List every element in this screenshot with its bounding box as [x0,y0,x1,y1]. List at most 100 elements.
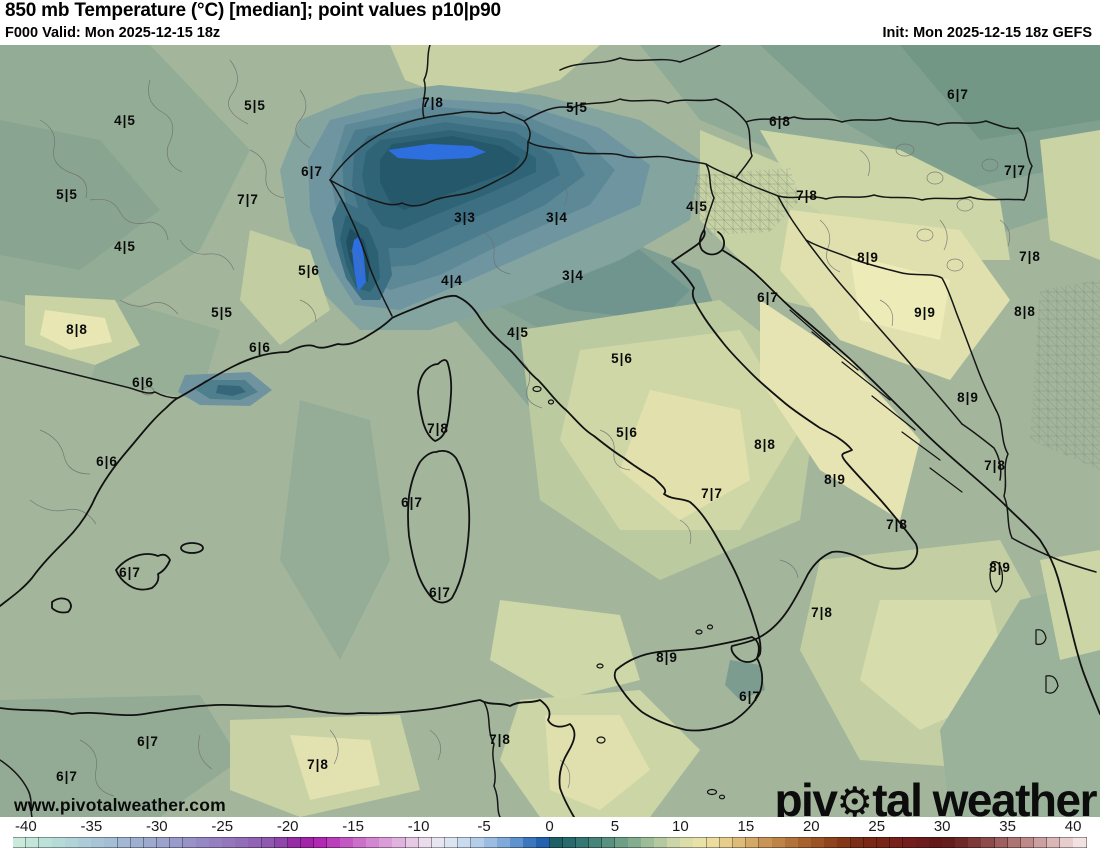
temperature-colorbar: -40 -35 -30 -25 -20 -15 -10 -5 0 5 10 15 20 25 30 35 40 [0,817,1100,850]
colorbar-cell [196,837,210,848]
temperature-field [0,45,1100,817]
colorbar-cell [523,837,537,848]
colorbar-cell [929,837,943,848]
colorbar-cell [470,837,485,848]
colorbar-cell [1046,837,1061,848]
point-value: 5|6 [611,350,633,366]
colorbar-cell [405,837,420,848]
colorbar-cell [549,837,564,848]
point-value: 8|9 [824,471,846,487]
colorbar-cell [1033,837,1048,848]
point-value: 4|5 [686,198,708,214]
colorbar-cell [497,837,511,848]
point-value: 5|5 [211,304,233,320]
colorbar-cell [484,837,498,848]
colorbar-cell [117,837,132,848]
colorbar-cell [248,837,262,848]
point-value: 5|5 [56,186,78,202]
colorbar-cell [968,837,982,848]
colorbar-tick-label: 5 [610,818,620,835]
colorbar-cell [130,837,145,848]
colorbar-cell [772,837,786,848]
colorbar-cell [837,837,852,848]
colorbar-cell [575,837,590,848]
point-value: 6|7 [401,494,423,510]
colorbar-cell [444,837,459,848]
point-value: 6|7 [757,289,779,305]
colorbar-tick-label: -10 [407,818,430,835]
colorbar-cell [78,837,92,848]
map-canvas [0,45,1100,817]
point-value: 5|5 [244,97,266,113]
colorbar-tick-label: -35 [80,818,103,835]
colorbar-cell [994,837,1009,848]
colorbar-tick-label: 20 [802,818,820,835]
point-value: 7|7 [1004,162,1026,178]
point-value: 6|7 [301,163,323,179]
point-value: 3|4 [562,267,584,283]
country-borders [0,45,1097,817]
valid-time-label: F000 Valid: Mon 2025-12-15 18z [5,25,221,41]
point-value: 8|8 [66,321,88,337]
colorbar-cell [379,837,393,848]
header: 850 mb Temperature (°C) [median]; point … [0,0,1100,45]
point-value: 6|6 [249,339,271,355]
colorbar-tick-label: -15 [342,818,364,835]
colorbar-cell [680,837,694,848]
point-value: 6|6 [96,453,118,469]
colorbar-cell [1060,837,1074,848]
page-title: 850 mb Temperature (°C) [median]; point … [5,0,501,21]
colorbar-cell [536,837,550,848]
coastlines [0,229,1100,817]
point-value: 6|7 [56,768,78,784]
point-value: 4|5 [114,238,136,254]
point-value: 8|9 [857,249,879,265]
point-value: 4|5 [507,324,529,340]
colorbar-cell [261,837,276,848]
colorbar-tick-label: -40 [15,818,37,835]
point-value: 7|8 [422,94,444,110]
point-value: 8|9 [656,649,678,665]
point-value: 4|5 [114,112,136,128]
watermark-url: www.pivotalweather.com [14,795,226,815]
logo-text-pre: piv [774,774,837,818]
point-value: 7|8 [307,756,329,772]
colorbar-tick-label: 10 [672,818,689,835]
colorbar-cell [955,837,969,848]
point-value: 5|5 [566,99,588,115]
point-value: 4|4 [441,272,463,288]
colorbar-tick-label: 40 [1064,818,1082,835]
point-value: 7|8 [886,516,908,532]
point-value: 8|9 [989,559,1011,575]
point-value: 6|7 [119,564,141,580]
colorbar-cell [104,837,119,848]
point-value: 8|9 [957,389,979,405]
colorbar-cell [353,837,367,848]
point-value: 7|8 [984,457,1006,473]
colorbar-cell [601,837,616,848]
colorbar-cell [431,837,446,848]
point-value: 6|7 [947,86,969,102]
point-value: 8|8 [1014,303,1036,319]
colorbar-tick-label: -20 [276,818,299,835]
colorbar-cell [366,837,380,848]
colorbar-tick-label: 15 [737,818,755,835]
point-value: 7|7 [701,485,723,501]
colorbar-cell [614,837,629,848]
colorbar-cell [588,837,603,848]
colorbar-cell [52,837,66,848]
colorbar-tick-label: -25 [211,818,234,835]
colorbar-cell [562,837,577,848]
point-value: 3|4 [546,209,568,225]
municipality-texture [692,168,1100,470]
colorbar-cell [981,837,996,848]
colorbar-cell [706,837,721,848]
colorbar-cell [300,837,315,848]
colorbar-cell [811,837,825,848]
weather-map: 5|5 4|5 7|8 5|5 6|8 6|7 5|5 6|7 7|7 7|7 7|8 4|5 3|3 3… [0,45,1100,818]
colorbar-cell [863,837,878,848]
colorbar-cell [719,837,734,848]
colorbar-cell [65,837,79,848]
colorbar-cell [143,837,158,848]
point-value: 7|8 [796,187,818,203]
